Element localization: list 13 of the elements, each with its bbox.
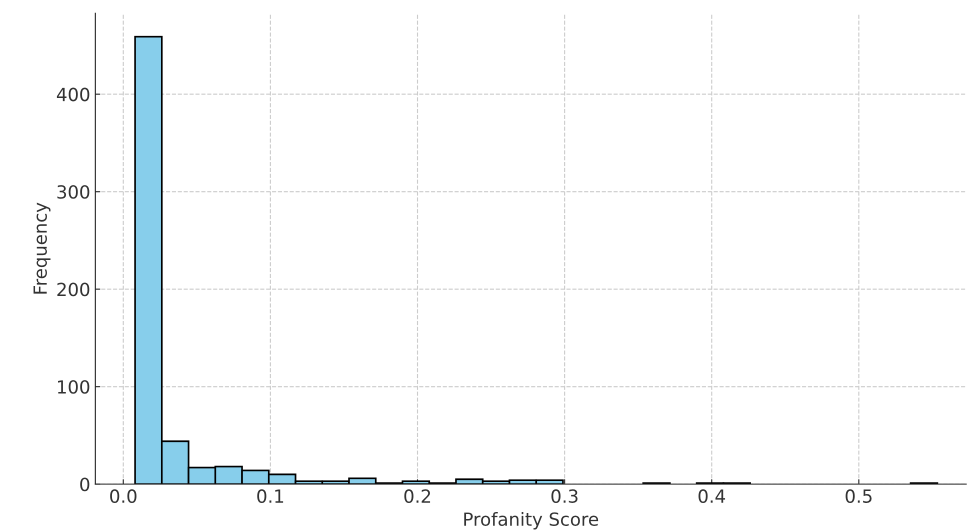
x-tick-label: 0.5 bbox=[846, 489, 872, 503]
y-tick-label: 200 bbox=[57, 282, 90, 296]
x-axis-title: Profanity Score bbox=[464, 512, 598, 530]
y-axis-title: Frequency bbox=[34, 202, 50, 294]
x-tick-label: 0.2 bbox=[404, 489, 430, 503]
x-tick-label: 0.3 bbox=[551, 489, 578, 503]
y-tick-label: 400 bbox=[56, 88, 90, 102]
y-tick-label: 0 bbox=[80, 478, 90, 492]
x-tick-label: 0.1 bbox=[257, 489, 284, 503]
x-tick-label: 0.0 bbox=[110, 489, 136, 503]
x-tick-label: 0.4 bbox=[698, 489, 726, 503]
y-tick-label: 100 bbox=[58, 380, 90, 394]
y-tick-label: 300 bbox=[57, 185, 90, 199]
